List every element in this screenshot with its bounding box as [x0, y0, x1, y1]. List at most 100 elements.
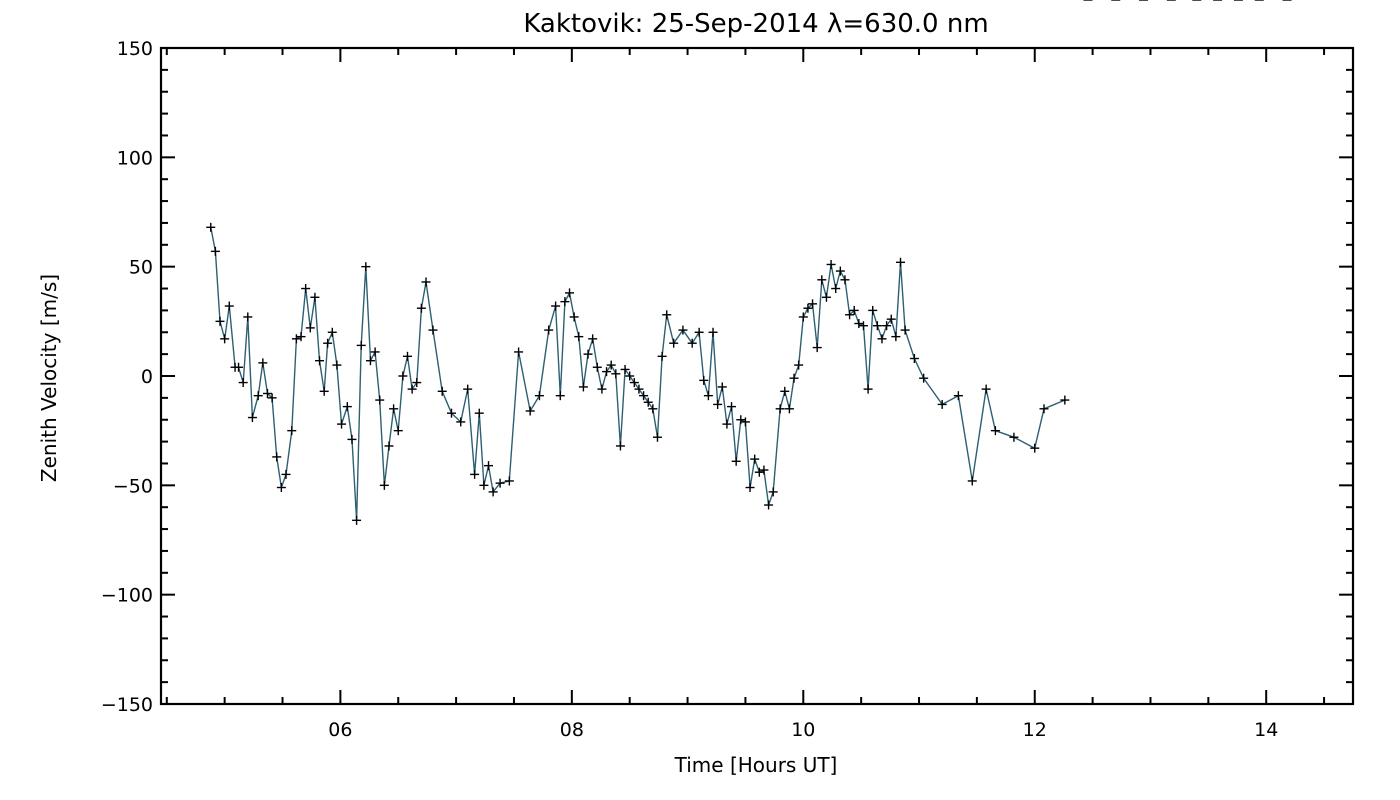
y-axis: −150 −100 −50 0 50 100 150 [101, 38, 1353, 716]
data-point-marker [238, 378, 248, 388]
data-point-marker [919, 373, 929, 383]
data-point-marker [428, 325, 438, 335]
x-tick-label: 10 [791, 719, 815, 741]
data-point-marker [703, 391, 713, 401]
data-point-marker [551, 301, 561, 311]
data-point-marker [794, 360, 804, 370]
data-point-marker [750, 454, 760, 464]
data-point-marker [835, 266, 845, 276]
data-point-marker [909, 354, 919, 364]
data-point-marker [555, 391, 565, 401]
data-point-marker [722, 419, 732, 429]
data-point-marker [891, 332, 901, 342]
data-point-marker [817, 275, 827, 285]
data-point-marker [602, 367, 612, 377]
plot-frame [159, 46, 1355, 706]
data-point-marker [863, 384, 873, 394]
data-point-marker [808, 299, 818, 309]
x-axis-label: Time [Hours UT] [674, 753, 838, 777]
data-point-marker [845, 310, 855, 320]
data-point-marker [687, 338, 697, 348]
data-point-marker [416, 303, 426, 313]
data-point-marker [504, 476, 514, 486]
data-point-marker [812, 343, 822, 353]
data-point-marker [606, 360, 616, 370]
data-point-marker [398, 371, 408, 381]
data-point-marker [379, 480, 389, 490]
data-point-marker [736, 415, 746, 425]
data-point-marker [900, 325, 910, 335]
data-point-marker [592, 362, 602, 372]
data-point-marker [937, 399, 947, 409]
data-point-marker [352, 515, 362, 525]
data-point-marker [764, 500, 774, 510]
data-point-marker [849, 305, 859, 315]
data-point-marker [854, 319, 864, 329]
data-point-marker [678, 325, 688, 335]
data-point-marker [342, 402, 352, 412]
data-point-marker [981, 384, 991, 394]
data-point-marker [281, 469, 291, 479]
data-point-marker [323, 338, 333, 348]
data-point-marker [315, 356, 325, 366]
data-point-marker [560, 297, 570, 307]
data-point-marker [470, 469, 480, 479]
data-point-marker [877, 334, 887, 344]
data-point-marker [421, 277, 431, 287]
data-point-marker [699, 375, 709, 385]
data-point-marker [569, 312, 579, 322]
data-point-marker [276, 483, 286, 493]
series-line [210, 227, 1066, 521]
y-tick-label: 150 [117, 38, 153, 60]
x-tick-label: 08 [560, 719, 584, 741]
data-point-marker [740, 417, 750, 427]
data-point-marker [220, 334, 230, 344]
y-tick-label: 0 [141, 366, 153, 388]
data-point-marker [272, 452, 282, 462]
data-point-marker [620, 364, 630, 374]
data-point-marker [534, 391, 544, 401]
data-point-marker [403, 351, 413, 361]
data-point-marker [597, 384, 607, 394]
y-tick-label: 50 [129, 257, 153, 279]
chart-title: Kaktovik: 25-Sep-2014 λ=630.0 nm [523, 9, 988, 39]
data-point-marker [831, 284, 841, 294]
data-point-marker [826, 259, 836, 269]
data-point-marker [629, 378, 639, 388]
data-point-marker [479, 480, 489, 490]
data-point-marker [412, 378, 422, 388]
data-point-marker [247, 413, 257, 423]
data-point-marker [456, 417, 466, 427]
data-point-marker [258, 358, 268, 368]
data-point-marker [296, 332, 306, 342]
data-point-marker [745, 483, 755, 493]
data-point-marker [775, 404, 785, 414]
data-point-marker [639, 391, 649, 401]
x-tick-label: 14 [1254, 719, 1278, 741]
data-point-marker [1030, 443, 1040, 453]
data-point-marker [789, 373, 799, 383]
data-point-marker [484, 461, 494, 471]
data-point-marker [727, 402, 737, 412]
data-point-marker [437, 386, 447, 396]
data-point-marker [224, 301, 234, 311]
data-point-marker [652, 432, 662, 442]
data-point-marker [565, 288, 575, 298]
data-point-marker [301, 284, 311, 294]
data-point-marker [669, 338, 679, 348]
data-point-marker [784, 404, 794, 414]
data-point-marker [347, 434, 357, 444]
data-point-marker [588, 334, 598, 344]
data-point-marker [1039, 404, 1049, 414]
data-point-marker [253, 391, 263, 401]
data-point-marker [780, 386, 790, 396]
data-point-marker [384, 441, 394, 451]
data-point-marker [896, 257, 906, 267]
plot-border [159, 46, 1355, 706]
data-point-marker [713, 399, 723, 409]
data-point-marker [662, 310, 672, 320]
data-point-marker [544, 325, 554, 335]
data-point-marker [882, 321, 892, 331]
data-point-marker [821, 292, 831, 302]
data-point-marker [495, 478, 505, 488]
